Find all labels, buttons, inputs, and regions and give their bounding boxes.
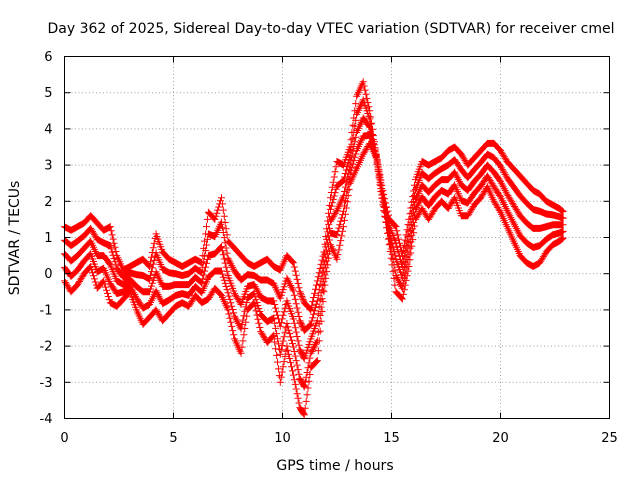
y-tick-label: 4 (44, 122, 52, 137)
y-tick-label: 5 (44, 86, 52, 101)
x-tick-label: 10 (274, 431, 291, 446)
x-tick-label: 0 (60, 431, 68, 446)
y-tick-label: 0 (44, 267, 52, 282)
y-tick-label: -2 (40, 340, 53, 355)
x-axis-ticks: 0 5 10 15 20 25 (60, 56, 618, 446)
y-axis-label: SDTVAR / TECUs (7, 181, 23, 296)
y-axis-ticks: -4 -3 -2 -1 0 1 2 3 4 5 6 (40, 50, 610, 427)
x-axis-label: GPS time / hours (276, 458, 393, 474)
y-tick-label: 3 (44, 159, 52, 174)
grid-lines (64, 56, 610, 419)
y-tick-label: -1 (40, 303, 53, 318)
y-tick-label: 1 (44, 231, 52, 246)
x-tick-label: 5 (169, 431, 177, 446)
y-tick-label: -3 (40, 376, 53, 391)
y-tick-label: 6 (44, 50, 52, 65)
x-tick-label: 15 (383, 431, 400, 446)
y-tick-label: -4 (40, 412, 53, 427)
x-tick-label: 25 (601, 431, 618, 446)
y-tick-label: 2 (44, 195, 52, 210)
chart-title: Day 362 of 2025, Sidereal Day-to-day VTE… (47, 21, 614, 37)
x-tick-label: 20 (492, 431, 509, 446)
